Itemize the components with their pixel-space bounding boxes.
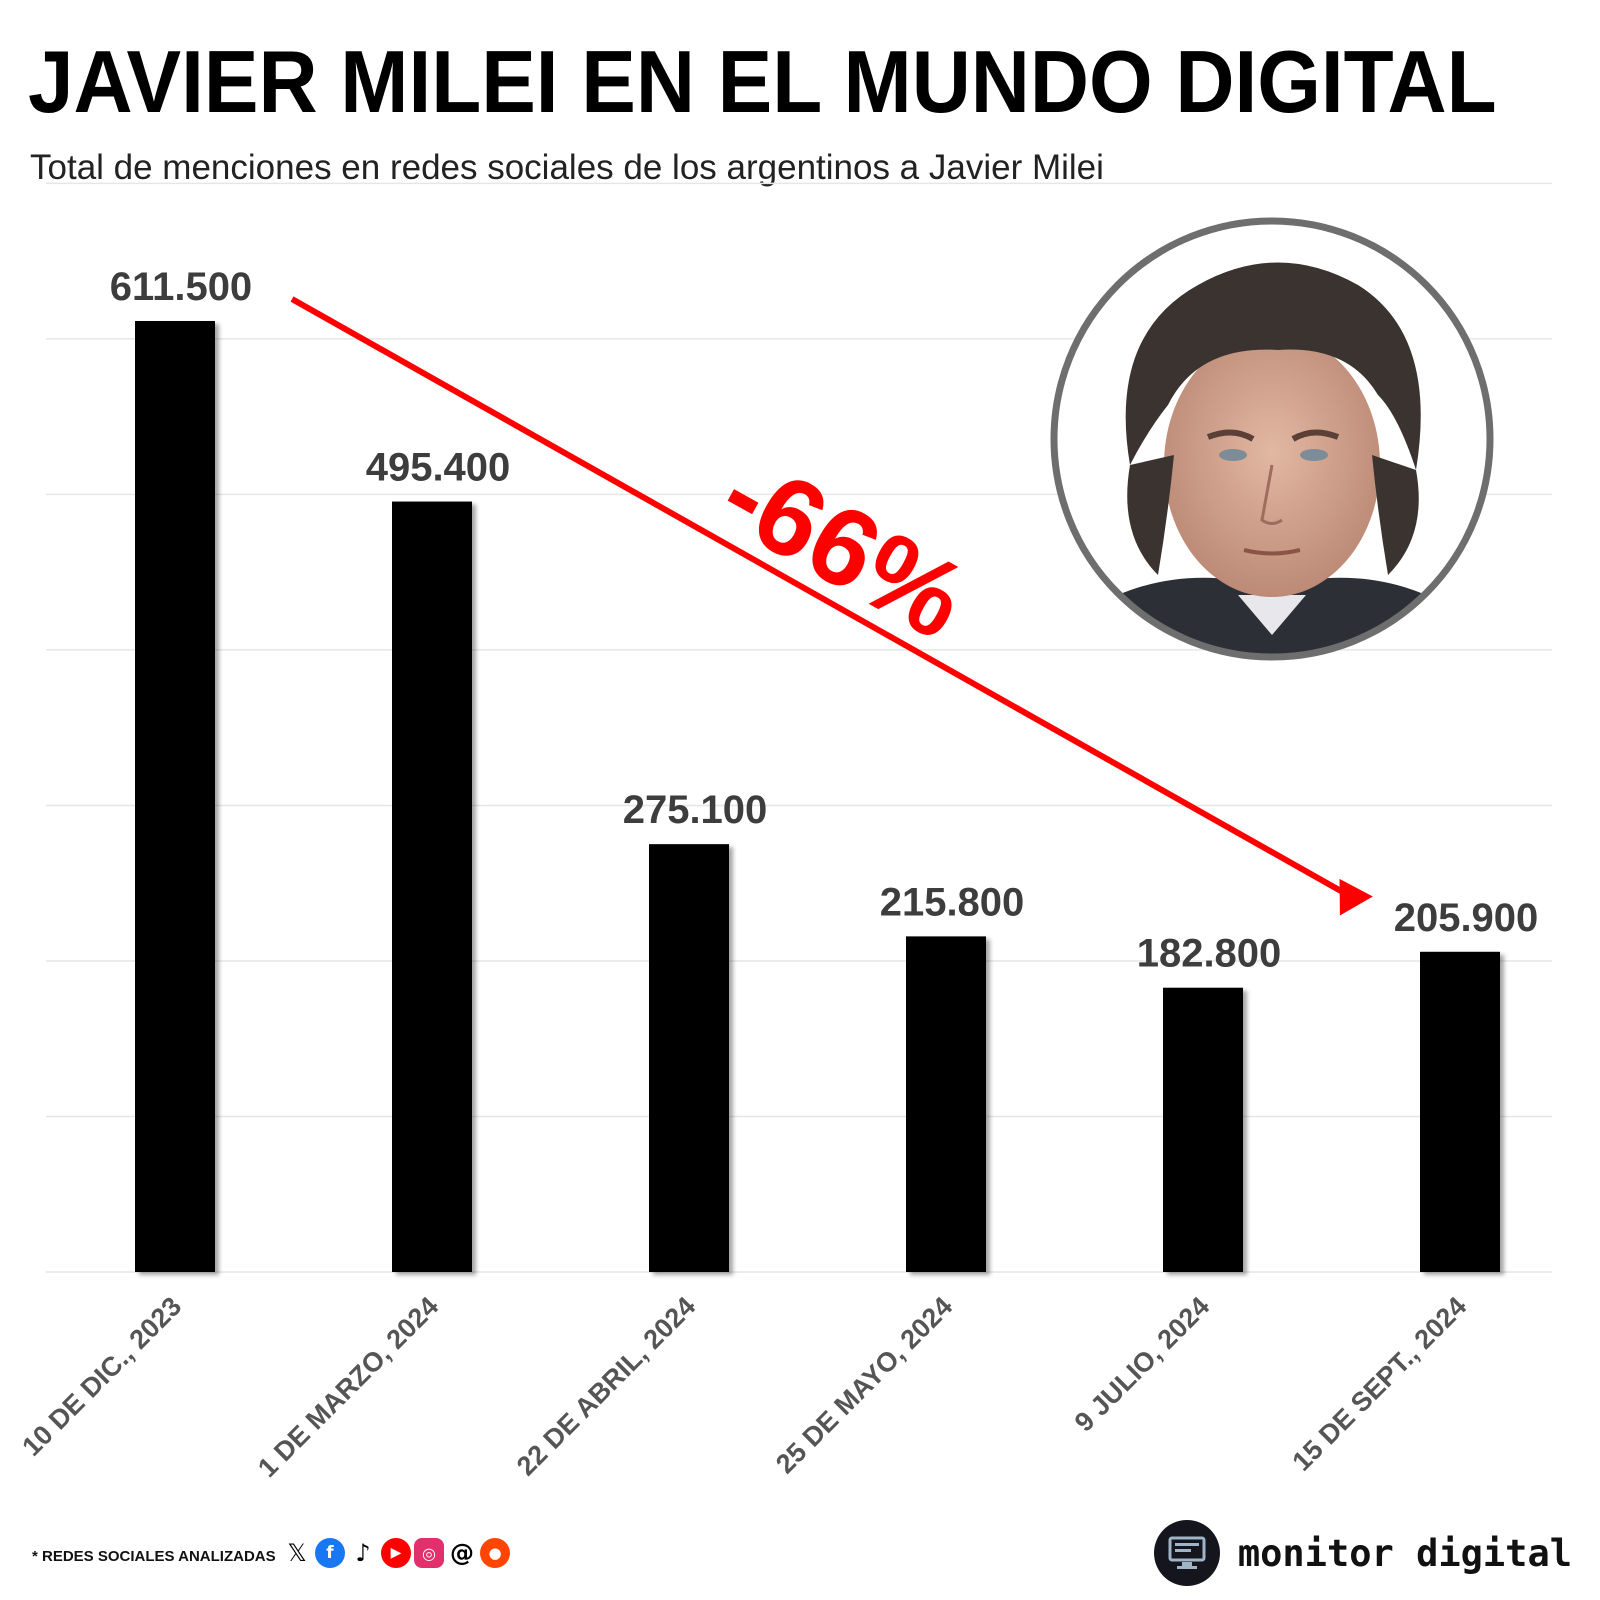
x-tick-label: 22 DE ABRIL, 2024 xyxy=(511,1291,701,1481)
x-icon: 𝕏 xyxy=(282,1538,312,1568)
social-icons: 𝕏 f ♪ ▶ ◎ @ ● xyxy=(282,1538,510,1568)
x-tick-label: 1 DE MARZO, 2024 xyxy=(252,1291,444,1483)
monitor-icon xyxy=(1153,1520,1220,1586)
facebook-icon: f xyxy=(315,1538,345,1568)
chart-title: JAVIER MILEI EN EL MUNDO DIGITAL xyxy=(28,32,1497,131)
x-axis-ticks: 10 DE DIC., 2023 1 DE MARZO, 2024 22 DE AB… xyxy=(16,1291,1472,1483)
bar xyxy=(392,501,472,1272)
data-label: 495.400 xyxy=(366,446,511,490)
threads-icon: @ xyxy=(447,1538,477,1568)
bar xyxy=(135,321,215,1272)
trend-arrow-line xyxy=(290,296,1350,898)
chart-subtitle: Total de menciones en redes sociales de … xyxy=(30,148,1104,187)
x-tick-label: 9 JULIO, 2024 xyxy=(1069,1291,1215,1437)
instagram-icon: ◎ xyxy=(414,1538,444,1568)
bar xyxy=(906,936,986,1272)
x-tick-label: 15 DE SEPT., 2024 xyxy=(1287,1291,1473,1477)
data-label: 182.800 xyxy=(1137,932,1282,976)
reddit-icon: ● xyxy=(480,1538,510,1568)
bar xyxy=(1163,987,1243,1272)
data-label: 215.800 xyxy=(880,880,1025,924)
bar xyxy=(1420,951,1500,1272)
tiktok-icon: ♪ xyxy=(348,1538,378,1568)
percent-change-label: -66% xyxy=(702,431,986,663)
x-tick-label: 25 DE MAYO, 2024 xyxy=(770,1291,958,1479)
social-networks-note: * REDES SOCIALES ANALIZADAS xyxy=(32,1548,276,1565)
data-labels: 611.500 495.400 275.100 215.800 182.800 205.9… xyxy=(110,265,1538,976)
bars xyxy=(135,321,1500,1272)
data-label: 205.900 xyxy=(1394,896,1539,940)
youtube-icon: ▶ xyxy=(381,1538,411,1568)
trend-arrow-head xyxy=(1339,878,1373,916)
x-tick-label: 10 DE DIC., 2023 xyxy=(16,1291,187,1462)
brand-name: monitor digital xyxy=(1237,1531,1572,1575)
data-label: 275.100 xyxy=(623,788,768,832)
bar xyxy=(649,844,729,1272)
data-label: 611.500 xyxy=(110,265,252,309)
brand: monitor digital xyxy=(1153,1520,1572,1586)
portrait-photo xyxy=(1050,217,1494,661)
